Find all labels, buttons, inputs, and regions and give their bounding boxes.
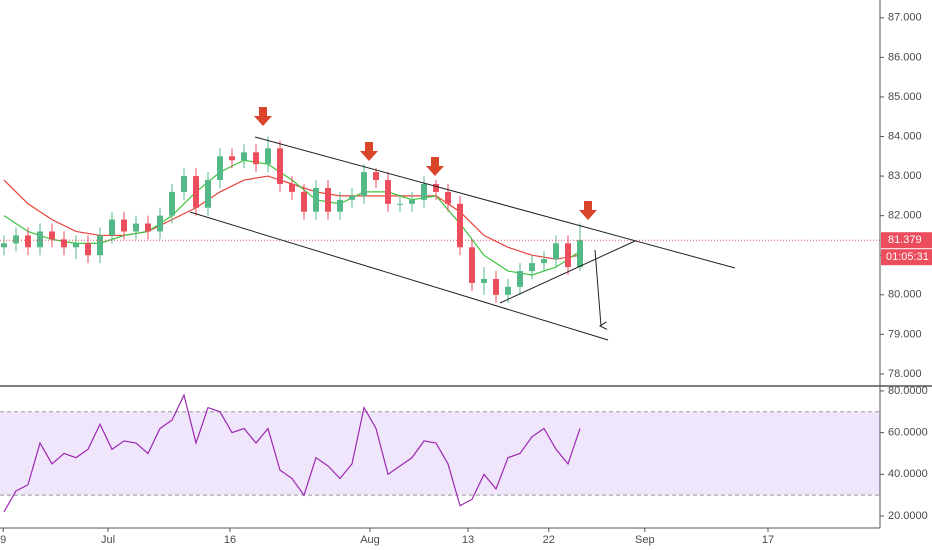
- candle-body: [1, 243, 7, 248]
- last-price-box: [881, 232, 932, 249]
- candle-body: [193, 176, 199, 208]
- candle-body: [493, 278, 499, 295]
- rsi-line: [3, 393, 581, 513]
- candle-body: [289, 183, 295, 192]
- x-tick-label: Jul: [101, 534, 115, 546]
- x-tick-label: 13: [462, 534, 474, 546]
- candle-body: [457, 203, 463, 248]
- wedge-line: [499, 240, 636, 304]
- y-tick-label: 84.000: [888, 130, 922, 142]
- candle-body: [61, 239, 67, 248]
- candle-body: [397, 203, 403, 205]
- candle-body: [73, 243, 79, 248]
- candle-body: [253, 152, 259, 165]
- y-tick-label: 83.000: [888, 170, 922, 182]
- signal-arrow: [579, 201, 597, 220]
- y-tick-label: 85.000: [888, 91, 922, 103]
- candle-body: [85, 243, 91, 256]
- candle-body: [145, 223, 151, 232]
- candle-body: [205, 180, 211, 208]
- candle-body: [409, 199, 415, 204]
- y-tick-label: 87.000: [888, 12, 922, 24]
- y-tick-label: 86.000: [888, 51, 922, 63]
- x-tick-label: 9: [0, 534, 6, 546]
- candle-body: [577, 240, 583, 268]
- candle-body: [529, 263, 535, 272]
- rsi-band: [0, 411, 880, 496]
- candle-body: [349, 195, 355, 200]
- x-tick-label: Sep: [635, 534, 655, 546]
- candle-body: [361, 172, 367, 196]
- candle-body: [97, 235, 103, 256]
- candle-body: [121, 219, 127, 232]
- plot-layer: [0, 136, 880, 513]
- candle-body: [49, 231, 55, 240]
- x-tick-label: 17: [762, 534, 774, 546]
- y-tick-label: 80.000: [888, 289, 922, 301]
- down-arrow: [594, 249, 601, 326]
- candle-body: [217, 156, 223, 181]
- x-tick-label: Aug: [360, 534, 380, 546]
- candle-body: [421, 183, 427, 200]
- candle-body: [25, 235, 31, 248]
- candle-body: [229, 156, 235, 161]
- candle-body: [133, 223, 139, 232]
- y-tick-label: 79.000: [888, 328, 922, 340]
- candle-body: [385, 180, 391, 204]
- channel-top: [254, 136, 736, 269]
- candle-body: [553, 243, 559, 260]
- channel-bottom: [189, 211, 609, 341]
- last-price-label: 81.379: [888, 234, 922, 246]
- candle-body: [433, 183, 439, 192]
- candle-body: [325, 187, 331, 212]
- candle-body: [541, 259, 547, 264]
- candle-body: [265, 148, 271, 165]
- y-tick-label: 40.0000: [888, 468, 928, 480]
- candle-body: [241, 152, 247, 161]
- candle-body: [157, 215, 163, 232]
- signal-arrows: [254, 107, 597, 220]
- countdown-box: [881, 249, 932, 266]
- candle-body: [277, 148, 283, 184]
- y-tick-label: 80.0000: [888, 385, 928, 397]
- x-tick-label: 22: [543, 534, 555, 546]
- y-tick-label: 82.000: [888, 210, 922, 222]
- candle-body: [517, 271, 523, 287]
- candle-body: [13, 235, 19, 244]
- candle-body: [37, 231, 43, 248]
- y-tick-label: 60.0000: [888, 427, 928, 439]
- signal-arrow: [360, 142, 378, 161]
- candle-body: [313, 187, 319, 212]
- signal-arrow: [426, 157, 444, 176]
- candle-body: [181, 176, 187, 192]
- y-tick-label: 78.000: [888, 368, 922, 380]
- candle-body: [109, 219, 115, 236]
- countdown-label: 01:05:31: [886, 251, 929, 263]
- candle-body: [469, 247, 475, 283]
- signal-arrow: [254, 107, 272, 126]
- annotations: [189, 136, 736, 341]
- x-tick-label: 16: [224, 534, 236, 546]
- candle-body: [373, 172, 379, 181]
- candle-body: [337, 199, 343, 212]
- candle-body: [169, 191, 175, 216]
- candle-body: [565, 243, 571, 268]
- candle-body: [505, 286, 511, 295]
- candle-body: [301, 191, 307, 212]
- candle-body: [445, 191, 451, 204]
- y-tick-label: 20.0000: [888, 510, 928, 522]
- candle-body: [481, 278, 487, 283]
